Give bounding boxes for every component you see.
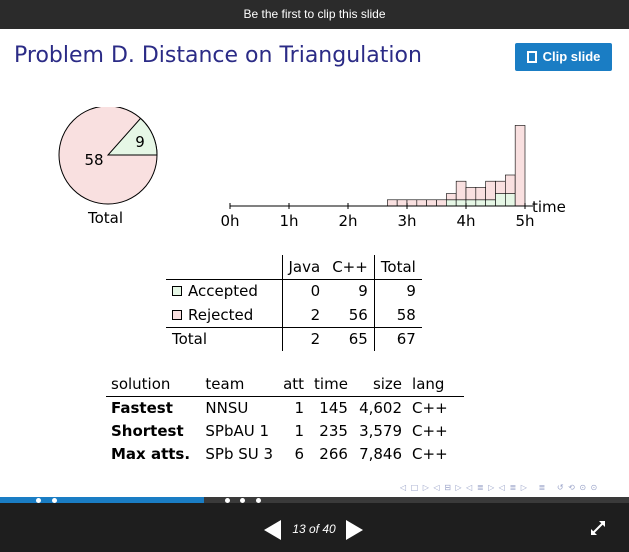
stats-total-cell: 67 (396, 330, 416, 349)
progress-dot (36, 498, 41, 503)
histogram-bar-accepted (446, 199, 457, 207)
time-histogram: 0h 1h 2h 3h 4h 5h time (220, 125, 566, 230)
accepted-legend-swatch (172, 286, 182, 297)
rejected-legend-swatch (172, 309, 182, 320)
stats-cell: 9 (406, 282, 416, 301)
player-controls: 13 of 40 (0, 503, 629, 552)
histogram-bar-accepted (505, 193, 516, 207)
histogram-bar-rejected (495, 180, 506, 194)
histogram-bar-rejected (426, 199, 437, 207)
next-slide-button[interactable] (346, 520, 363, 540)
histogram-bar-rejected (505, 174, 516, 194)
stats-total-cell: 2 (310, 330, 321, 349)
stats-cell: 56 (326, 303, 375, 327)
stats-row-label: Rejected (166, 303, 283, 327)
progress-bar[interactable] (0, 497, 629, 503)
histogram-tick-label: 5h (515, 212, 534, 230)
stats-cell: 2 (310, 305, 321, 324)
solutions-header: lang (407, 373, 465, 397)
histogram-tick-label: 1h (279, 212, 298, 230)
solutions-row: Shortest SPbAU 1 1 235 3,579 C++ (111, 421, 448, 440)
histogram-bar-rejected (446, 193, 457, 201)
pie-slice-accepted (106, 117, 158, 156)
previous-slide-button[interactable] (264, 520, 281, 540)
stats-row-label: Accepted (166, 279, 283, 303)
stats-total-label: Total (166, 327, 283, 351)
pie-label-accepted: 9 (135, 133, 145, 151)
histogram-bar-accepted (485, 199, 496, 207)
clip-icon (526, 51, 537, 63)
histogram-bar-rejected (475, 187, 486, 201)
histogram-bar-rejected (406, 199, 418, 207)
solutions-table: solution team att time size lang Fastest… (106, 373, 465, 465)
histogram-axis-label: time (532, 198, 566, 216)
pie-total-label: Total (88, 209, 124, 227)
stats-table: Java C++ Total Accepted 0 9 9 Rejected 2… (166, 255, 422, 351)
histogram-bar-rejected (455, 180, 467, 201)
histogram-bar-accepted (495, 193, 506, 207)
histogram-bar-rejected (485, 180, 496, 201)
histogram-bar-rejected (436, 199, 447, 207)
histogram-bar-rejected (387, 199, 398, 207)
histogram-bar-accepted (455, 199, 467, 207)
solutions-header: size (352, 373, 408, 397)
progress-dot (256, 498, 261, 503)
solutions-row: Fastest NNSU 1 145 4,602 C++ (111, 398, 448, 417)
progress-dot (52, 498, 57, 503)
stats-header (166, 255, 283, 279)
histogram-bar-accepted (475, 199, 486, 207)
histogram-bar-rejected (416, 199, 427, 207)
top-banner: Be the first to clip this slide (0, 0, 629, 29)
stats-total-cell: 65 (326, 327, 375, 351)
histogram-tick-label: 2h (338, 212, 357, 230)
histogram-bar-rejected (396, 199, 408, 207)
stats-cell: 58 (396, 305, 416, 324)
clip-slide-label: Clip slide (542, 49, 601, 64)
slide-title: Problem D. Distance on Triangulation (14, 43, 422, 68)
page-indicator: 13 of 40 (292, 522, 336, 536)
slide: Problem D. Distance on Triangulation Cli… (0, 29, 629, 498)
pie-chart: 9 58 (58, 107, 158, 205)
solutions-header: team (200, 373, 279, 397)
stats-cell: 0 (310, 282, 321, 301)
solutions-header: solution (106, 373, 201, 397)
stats-header: Java (288, 257, 321, 276)
progress-fill (0, 497, 205, 503)
histogram-tick-label: 0h (220, 212, 239, 230)
histogram-tick-label: 3h (397, 212, 416, 230)
solutions-header: att (278, 373, 310, 397)
solutions-header: time (309, 373, 353, 397)
pie-label-rejected: 58 (84, 151, 103, 169)
histogram-bar-accepted (465, 199, 477, 207)
histogram-bar-rejected (465, 187, 477, 201)
beamer-navigation-icons[interactable]: ◁ □ ▷ ◁ ⊟ ▷ ◁ ≣ ▷ ◁ ≣ ▷ ≣ ↺ ⟲ ⊙ ⊙ (400, 483, 599, 492)
progress-dot (240, 498, 245, 503)
solutions-row: Max atts. SPb SU 3 6 266 7,846 C++ (111, 444, 448, 463)
histogram-bar-rejected (514, 125, 526, 207)
stats-header: C++ (326, 255, 375, 279)
progress-dot (225, 498, 230, 503)
clip-slide-button[interactable]: Clip slide (515, 43, 612, 71)
histogram-tick-label: 4h (456, 212, 475, 230)
stats-header: Total (380, 257, 416, 276)
stats-cell: 9 (326, 279, 375, 303)
fullscreen-icon[interactable] (590, 520, 606, 536)
